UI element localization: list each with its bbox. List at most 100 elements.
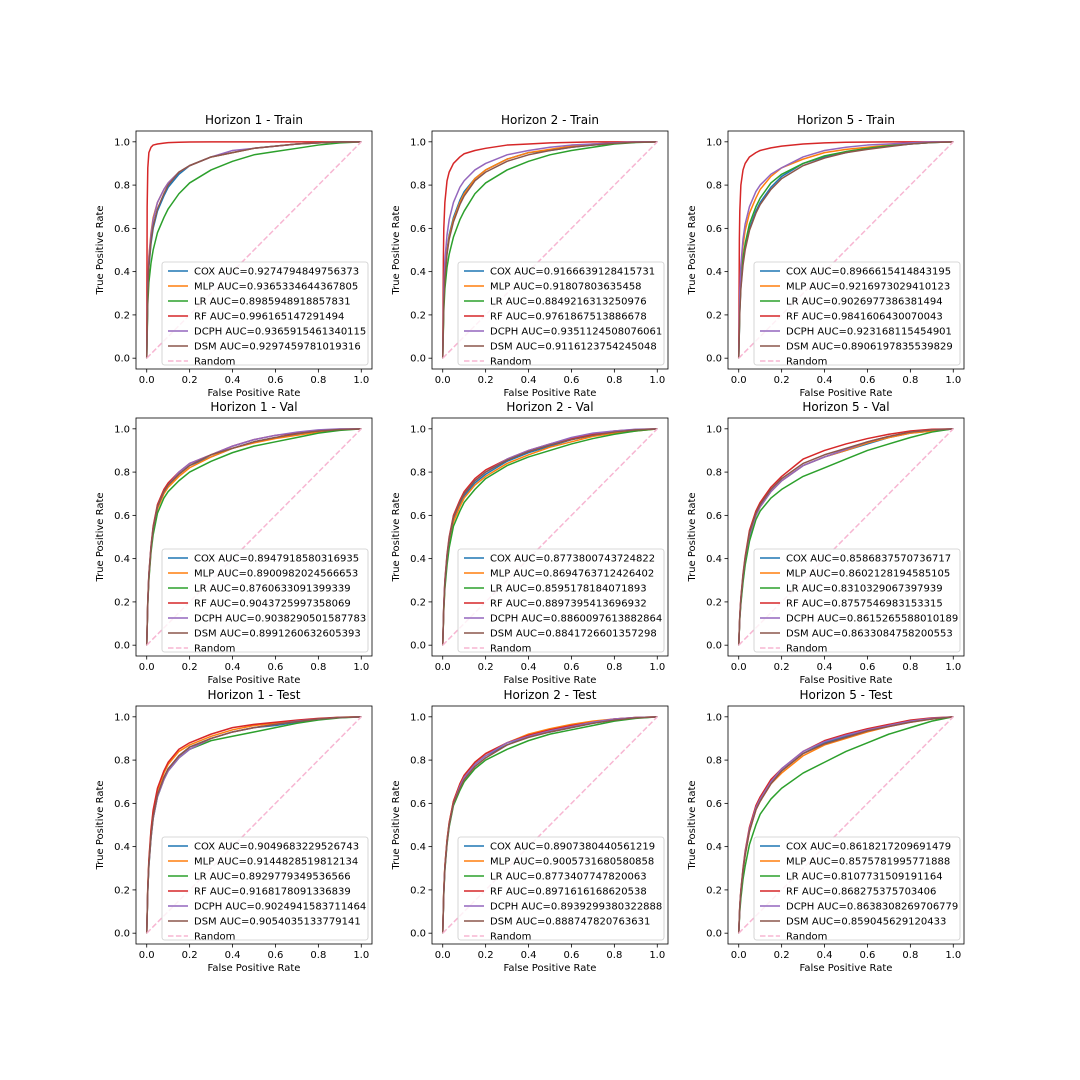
y-tick-label: 0.2	[706, 597, 722, 608]
y-tick-label: 0.8	[114, 468, 130, 479]
legend-entry: DCPH AUC=0.9038290501587783	[194, 614, 366, 625]
roc-panel: Horizon 2 - Test 0.0 0.2 0.4 0.6 0.8 1.0 0.0 0.2…	[391, 688, 669, 974]
legend-entry: LR AUC=0.8929779349536566	[194, 872, 351, 883]
y-axis-label: True Positive Rate	[687, 780, 698, 870]
y-tick-label: 0.6	[706, 511, 722, 522]
legend-entry: MLP AUC=0.8575781995771888	[786, 857, 950, 868]
legend-entry: Random	[490, 932, 531, 943]
x-axis-label: False Positive Rate	[208, 388, 301, 399]
y-tick-label: 0.6	[114, 224, 130, 235]
legend-entry: Random	[194, 932, 235, 943]
legend-entry: RF AUC=0.9761867513886678	[490, 312, 647, 323]
legend-box	[457, 836, 665, 941]
y-tick-label: 0.6	[114, 511, 130, 522]
axes-frame	[431, 130, 669, 370]
legend-entry: RF AUC=0.8971616168620538	[490, 887, 647, 898]
x-tick-label: 0.6	[860, 662, 876, 673]
x-tick-label: 0.0	[435, 375, 451, 386]
x-tick-label: 0.2	[182, 950, 198, 961]
x-tick-label: 0.2	[774, 662, 790, 673]
roc-line-rf	[145, 141, 362, 359]
axes-frame	[431, 705, 669, 945]
roc-panel: Horizon 5 - Train 0.0 0.2 0.4 0.6 0.8 1.0 0.0 0.…	[687, 113, 965, 399]
legend: COX AUC=0.8586837570736717 MLP AUC=0.8602…	[753, 548, 961, 655]
y-tick-label: 0.8	[114, 756, 130, 767]
legend-entry: DCPH AUC=0.9024941583711464	[194, 902, 366, 913]
y-axis-label: True Positive Rate	[391, 780, 402, 870]
legend-entry: MLP AUC=0.9365334644367805	[194, 282, 358, 293]
y-tick-label: 0.8	[114, 181, 130, 192]
x-tick-label: 0.6	[268, 662, 284, 673]
legend: COX AUC=0.8618217209691479 MLP AUC=0.8575…	[753, 836, 961, 943]
legend-entry: DCPH AUC=0.9351124508076061	[490, 327, 662, 338]
legend-entry: LR AUC=0.8760633091399339	[194, 584, 351, 595]
x-tick-label: 0.0	[139, 662, 155, 673]
roc-line-lr	[737, 716, 954, 934]
x-tick-label: 1.0	[945, 950, 961, 961]
roc-line-lr	[441, 141, 658, 359]
legend-entry: RF AUC=0.9168178091336839	[194, 887, 351, 898]
x-tick-label: 0.0	[435, 662, 451, 673]
y-tick-label: 0.4	[114, 554, 130, 565]
legend-entry: DSM AUC=0.859045629120433	[786, 917, 946, 928]
legend-entry: RF AUC=0.8757546983153315	[786, 599, 943, 610]
panel-title: Horizon 2 - Val	[506, 400, 593, 414]
legend-entry: COX AUC=0.9166639128415731	[490, 267, 655, 278]
axes-frame	[135, 705, 373, 945]
legend-entry: Random	[786, 932, 827, 943]
roc-line-dsm	[441, 716, 658, 934]
y-axis-label: True Positive Rate	[95, 492, 106, 582]
panel-title: Horizon 2 - Test	[504, 688, 597, 702]
x-tick-label: 1.0	[945, 662, 961, 673]
x-tick-label: 0.6	[564, 950, 580, 961]
x-tick-label: 1.0	[353, 662, 369, 673]
y-tick-label: 0.2	[410, 310, 426, 321]
y-tick-label: 0.8	[706, 181, 722, 192]
legend-entry: RF AUC=0.996165147291494	[194, 312, 344, 323]
x-tick-label: 0.4	[817, 950, 833, 961]
legend-box	[457, 261, 665, 366]
y-tick-label: 0.4	[114, 842, 130, 853]
y-tick-label: 0.0	[410, 641, 426, 652]
roc-panel: Horizon 1 - Test 0.0 0.2 0.4 0.6 0.8 1.0 0.0 0.2…	[95, 688, 373, 974]
legend-box	[457, 548, 665, 653]
x-axis-label: False Positive Rate	[800, 963, 893, 974]
roc-line-dcph	[441, 141, 658, 359]
y-tick-label: 0.4	[706, 267, 722, 278]
roc-panel: Horizon 1 - Val 0.0 0.2 0.4 0.6 0.8 1.0 0.0 0.2 0…	[95, 400, 373, 686]
y-tick-label: 0.8	[410, 756, 426, 767]
x-axis-label: False Positive Rate	[504, 388, 597, 399]
legend-entry: MLP AUC=0.9144828519812134	[194, 857, 358, 868]
y-tick-label: 0.2	[410, 885, 426, 896]
legend-box	[161, 261, 369, 366]
y-tick-label: 1.0	[410, 424, 426, 435]
legend-box	[753, 836, 961, 941]
legend-box	[161, 548, 369, 653]
x-tick-label: 0.4	[521, 950, 537, 961]
x-tick-label: 0.8	[310, 375, 326, 386]
legend-box	[161, 836, 369, 941]
legend-entry: COX AUC=0.9049683229526743	[194, 842, 359, 853]
legend-entry: COX AUC=0.8907380440561219	[490, 842, 655, 853]
legend-entry: COX AUC=0.8586837570736717	[786, 554, 951, 565]
panel-title: Horizon 5 - Val	[802, 400, 889, 414]
y-tick-label: 0.6	[410, 224, 426, 235]
y-tick-label: 0.2	[114, 885, 130, 896]
legend-entry: RF AUC=0.9841606430070043	[786, 312, 943, 323]
x-tick-label: 1.0	[945, 375, 961, 386]
y-tick-label: 0.2	[114, 310, 130, 321]
roc-line-dsm	[145, 716, 362, 934]
x-tick-label: 0.8	[606, 662, 622, 673]
x-tick-label: 0.2	[182, 375, 198, 386]
roc-panel: Horizon 1 - Train 0.0 0.2 0.4 0.6 0.8 1.0 0.0 0.…	[95, 113, 373, 399]
x-tick-label: 0.4	[521, 375, 537, 386]
x-tick-label: 0.2	[478, 375, 494, 386]
legend-entry: DSM AUC=0.888747820763631	[490, 917, 650, 928]
x-axis-label: False Positive Rate	[504, 963, 597, 974]
x-axis-label: False Positive Rate	[800, 675, 893, 686]
x-tick-label: 1.0	[649, 375, 665, 386]
legend-entry: DCPH AUC=0.8615265588010189	[786, 614, 958, 625]
legend-entry: Random	[490, 644, 531, 655]
y-tick-label: 1.0	[410, 712, 426, 723]
